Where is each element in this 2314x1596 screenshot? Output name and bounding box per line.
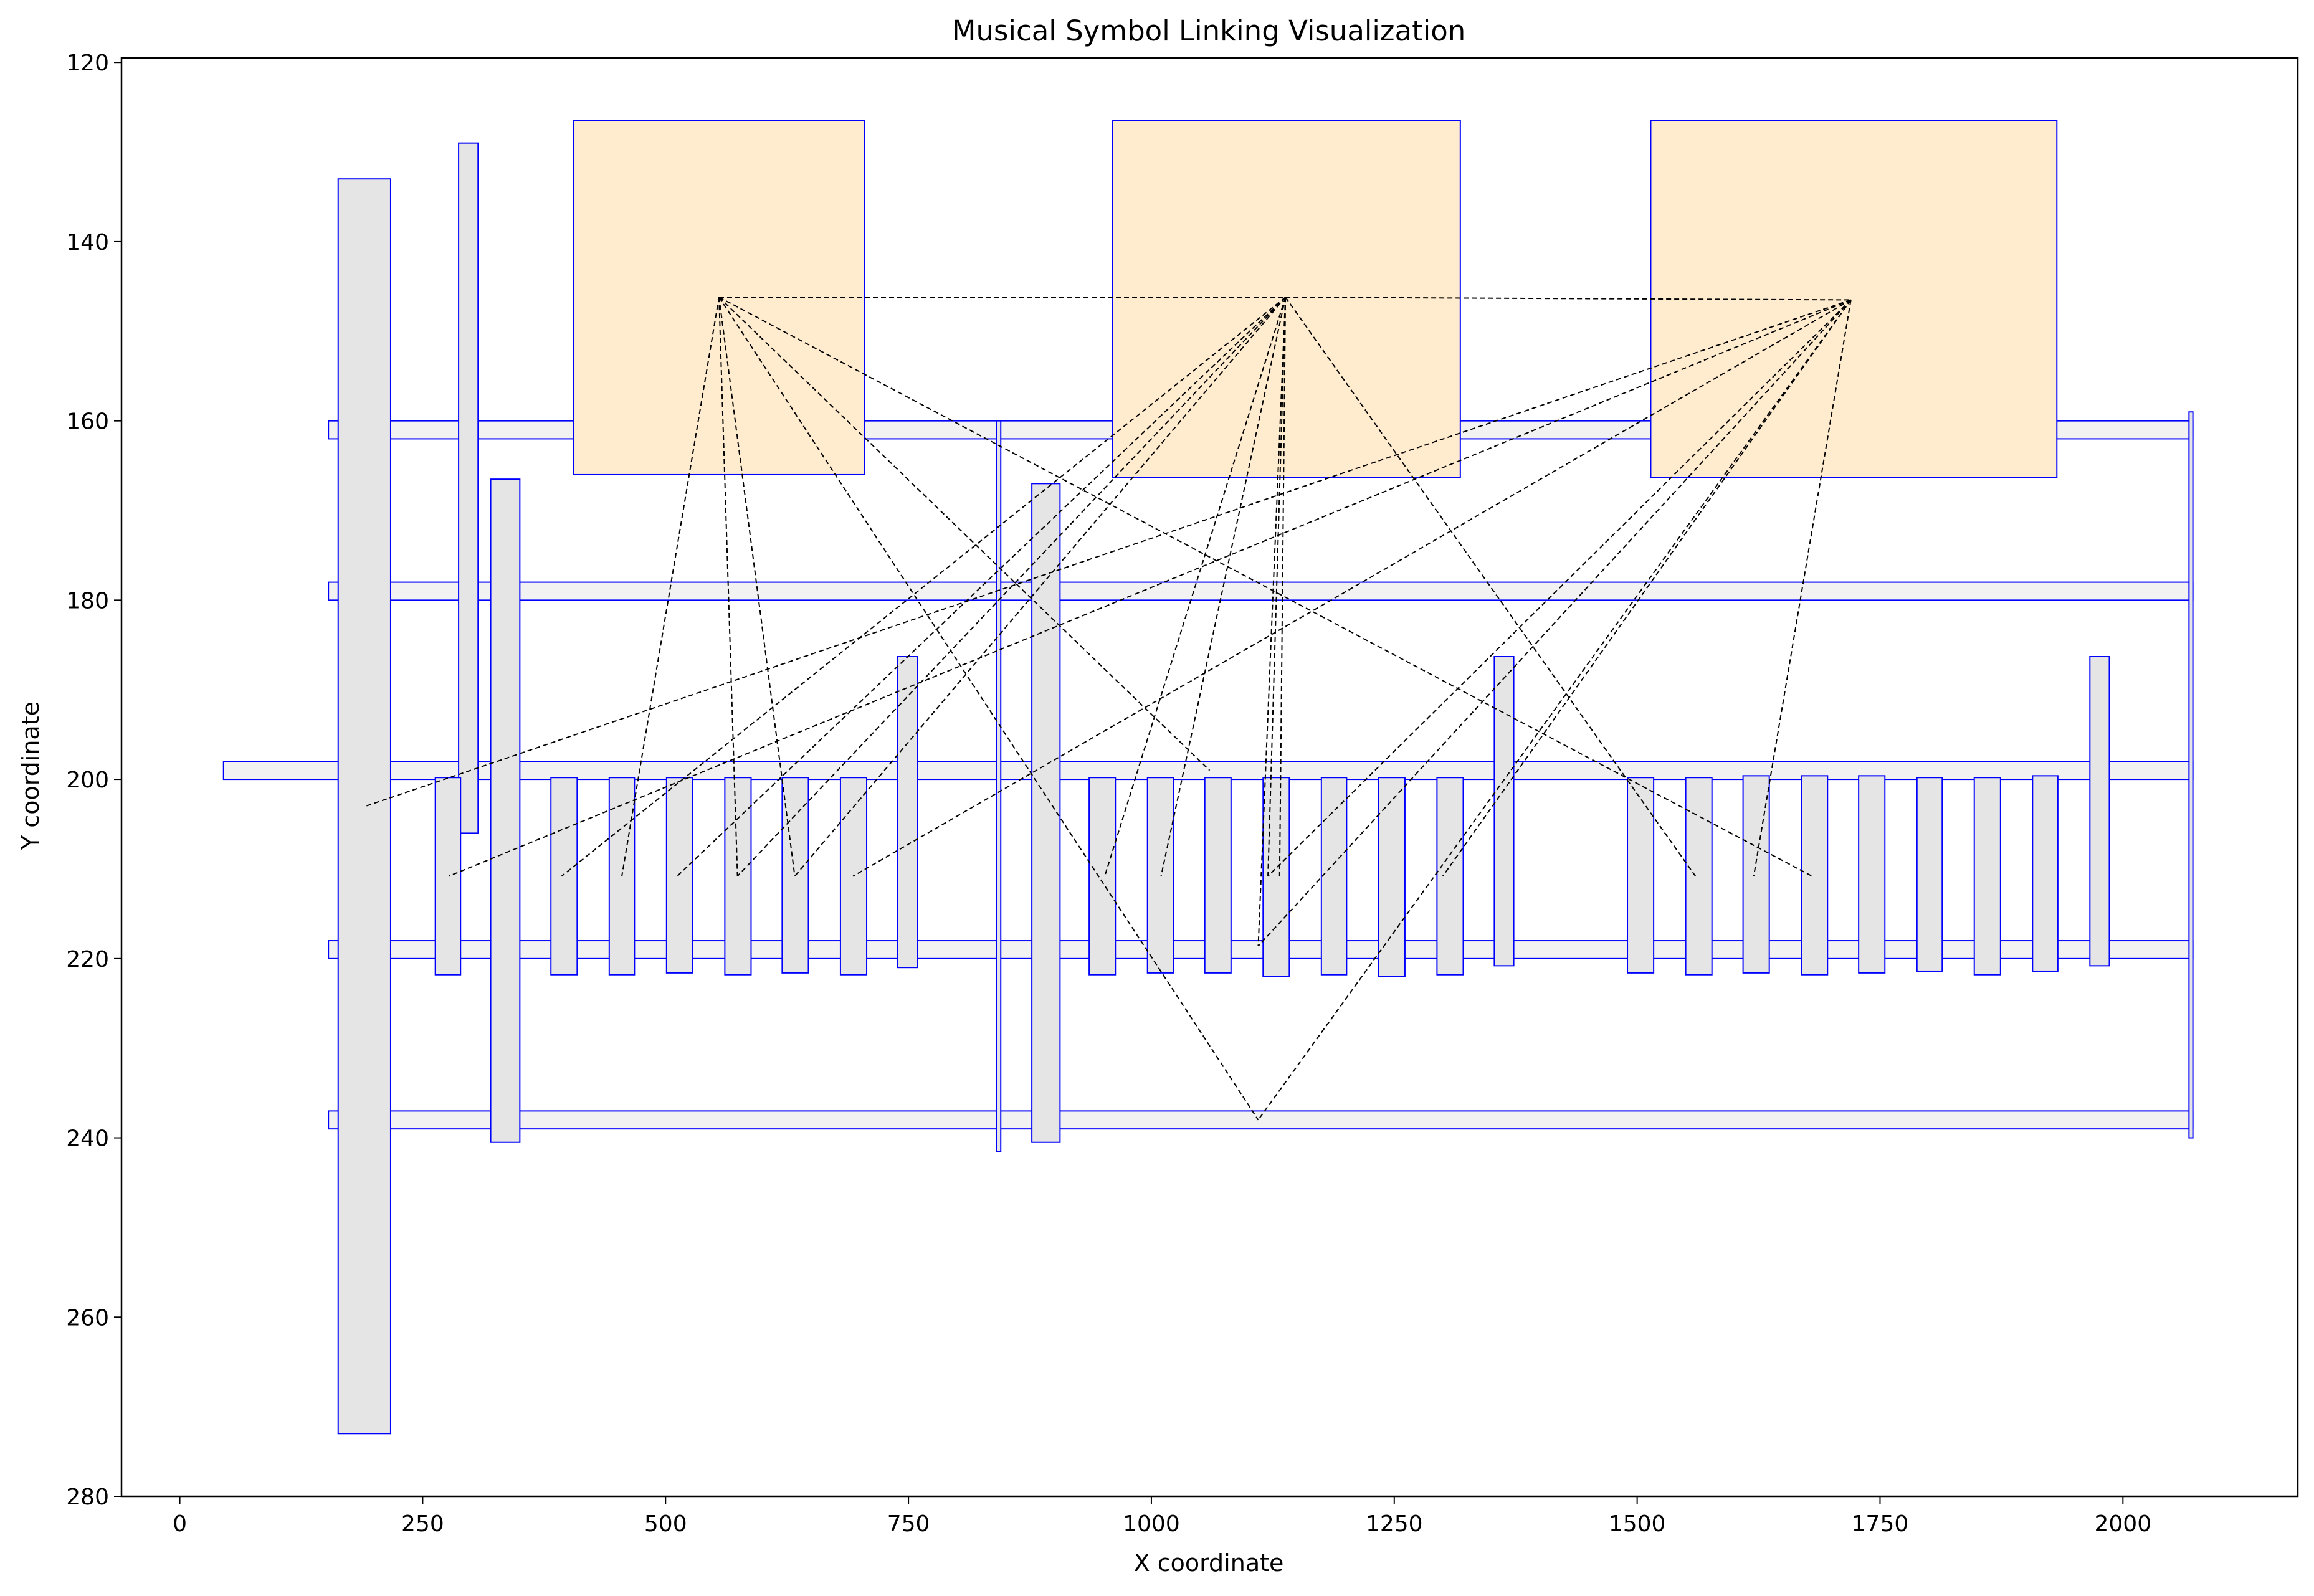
symbol-box-gray-30 xyxy=(1685,777,1713,976)
y-tick-label: 260 xyxy=(66,1305,109,1331)
x-tick-label: 1250 xyxy=(1366,1511,1423,1537)
symbol-box-gray-31 xyxy=(1742,775,1770,974)
symbol-box-gray-18 xyxy=(897,656,918,969)
symbol-box-gray-28 xyxy=(1493,656,1515,967)
symbol-box-gray-20 xyxy=(1031,483,1061,1143)
x-axis: 0 250 500 750 1000 1250 1500 1750 2000 xyxy=(173,1496,2151,1537)
link-line-8 xyxy=(561,297,1286,877)
chart-title: Musical Symbol Linking Visualization xyxy=(952,14,1466,47)
link-line-12 xyxy=(1104,297,1287,876)
symbol-box-gray-25 xyxy=(1320,777,1348,976)
link-line-25 xyxy=(1753,300,1852,876)
symbol-box-staff-1 xyxy=(328,581,2194,601)
symbol-box-gray-8 xyxy=(337,178,391,1435)
symbol-box-gray-26 xyxy=(1378,777,1406,977)
symbol-box-staff-4 xyxy=(328,1110,2194,1130)
link-line-18 xyxy=(365,299,1852,807)
link-line-24 xyxy=(1442,299,1852,877)
x-tick-label: 500 xyxy=(644,1511,687,1537)
link-line-14 xyxy=(1267,297,1287,876)
symbol-box-gray-33 xyxy=(1858,775,1886,974)
symbol-box-gray-19 xyxy=(996,420,1002,1152)
y-tick-label: 220 xyxy=(66,947,109,972)
symbol-box-gray-23 xyxy=(1204,777,1232,974)
link-line-3 xyxy=(718,297,738,876)
link-line-5 xyxy=(718,297,1211,771)
symbol-box-gray-13 xyxy=(608,777,636,976)
plot-area xyxy=(120,57,2299,1498)
y-tick-label: 120 xyxy=(66,50,109,76)
y-axis-label: Y coordinate xyxy=(17,701,44,850)
y-tick-label: 280 xyxy=(66,1484,109,1510)
x-tick-label: 1000 xyxy=(1123,1511,1180,1537)
link-line-15 xyxy=(1278,297,1287,876)
link-line-20 xyxy=(852,299,1852,877)
link-line-9 xyxy=(677,297,1286,877)
y-tick-label: 180 xyxy=(66,588,109,614)
link-line-6 xyxy=(718,297,1259,1121)
symbol-box-gray-12 xyxy=(550,777,578,976)
symbol-box-staff-3 xyxy=(328,940,2194,959)
x-tick-label: 750 xyxy=(887,1511,930,1537)
symbol-box-gray-35 xyxy=(1973,777,2001,976)
symbol-box-gray-27 xyxy=(1436,777,1464,976)
link-line-22 xyxy=(1267,299,1852,877)
link-line-13 xyxy=(1160,297,1287,876)
x-tick-label: 1500 xyxy=(1609,1511,1666,1537)
symbol-box-gray-21 xyxy=(1088,777,1117,976)
link-line-1 xyxy=(1285,297,1851,301)
symbol-box-gray-38 xyxy=(2188,411,2194,1139)
x-tick-label: 2000 xyxy=(2095,1511,2152,1537)
y-tick-label: 140 xyxy=(66,230,109,255)
x-axis-label: X coordinate xyxy=(1134,1549,1284,1577)
symbol-box-gray-29 xyxy=(1627,777,1655,974)
link-line-17 xyxy=(1285,297,1697,877)
symbol-box-gray-32 xyxy=(1801,775,1829,976)
y-tick-label: 200 xyxy=(66,767,109,793)
y-tick-label: 240 xyxy=(66,1126,109,1152)
link-line-11 xyxy=(794,297,1286,877)
symbol-box-gray-34 xyxy=(1916,777,1943,972)
y-tick-label: 160 xyxy=(66,409,109,435)
link-line-7 xyxy=(718,297,1812,877)
y-axis: 120 140 160 180 200 220 240 260 280 xyxy=(66,50,121,1510)
link-line-4 xyxy=(718,297,796,876)
link-line-2 xyxy=(621,297,720,876)
symbol-box-orange-7 xyxy=(1650,120,2058,478)
symbol-box-gray-37 xyxy=(2089,656,2110,967)
symbol-box-gray-9 xyxy=(458,142,479,834)
link-lines xyxy=(365,297,1852,1121)
x-tick-label: 250 xyxy=(401,1511,444,1537)
link-line-19 xyxy=(449,299,1852,877)
link-line-21 xyxy=(1257,299,1852,947)
symbol-box-gray-14 xyxy=(665,777,693,974)
plot-frame xyxy=(120,57,2299,1498)
symbol-box-gray-24 xyxy=(1262,777,1290,977)
link-line-16 xyxy=(1257,297,1287,946)
symbol-box-gray-22 xyxy=(1146,777,1174,974)
link-line-23 xyxy=(1257,299,1852,1121)
symbol-box-gray-11 xyxy=(434,777,462,976)
symbol-box-gray-36 xyxy=(2032,775,2059,972)
x-tick-label: 1750 xyxy=(1852,1511,1909,1537)
symbol-box-gray-10 xyxy=(490,478,521,1143)
x-tick-label: 0 xyxy=(173,1511,187,1537)
